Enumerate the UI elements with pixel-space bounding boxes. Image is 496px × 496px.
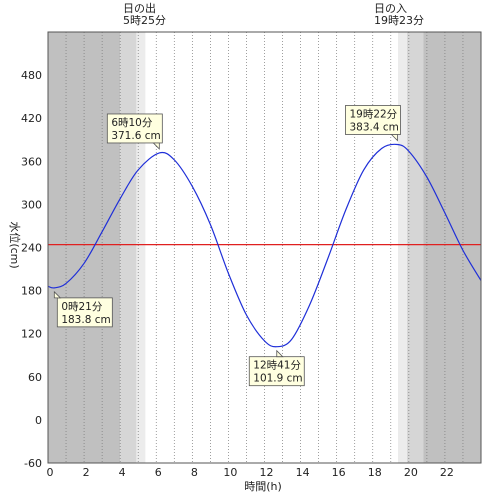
x-tick-label: 8: [191, 466, 198, 479]
callout-time: 6時10分: [111, 117, 153, 129]
twilight-band-morning-light: [136, 32, 146, 463]
y-tick-label: 360: [21, 155, 42, 168]
callout-pointer: [152, 142, 160, 150]
y-tick-label: 120: [21, 328, 42, 341]
day-band: [145, 32, 399, 463]
sunrise-title: 日の出: [123, 1, 156, 15]
x-tick-label: 4: [119, 466, 126, 479]
background-shading: [48, 32, 481, 463]
x-tick-labels: 0 2 4 6 8 10 12 14 16 18 20 22: [47, 466, 454, 479]
y-tick-label: 240: [21, 242, 42, 255]
sunset-time: 19時23分: [374, 14, 424, 27]
tide-line: [47, 143, 482, 348]
x-tick-label: 0: [47, 466, 54, 479]
callout-box: [56, 297, 113, 328]
y-tick-label: 300: [21, 198, 42, 211]
sunset-title: 日の入: [374, 2, 407, 15]
x-tick-label: 22: [440, 466, 454, 479]
callout-box: [345, 105, 401, 135]
y-axis-label: 水位(cm): [8, 221, 22, 268]
x-tick-label: 20: [404, 466, 418, 479]
x-tick-label: 6: [155, 466, 162, 479]
callout-box: [106, 113, 163, 144]
callout-level: 371.6 cm: [111, 130, 160, 142]
night-band-morning: [48, 32, 121, 463]
series-group: [47, 143, 482, 348]
x-tick-label: 10: [223, 466, 237, 479]
x-tick-label: 14: [296, 466, 310, 479]
y-tick-labels: -60 0 60 120 180 240 300 360 420 480: [21, 69, 42, 470]
y-tick-label: 180: [21, 285, 42, 298]
y-tick-label: 480: [21, 69, 42, 82]
callout-level: 383.4 cm: [349, 121, 398, 133]
callout-level: 183.8 cm: [61, 314, 110, 326]
twilight-band-morning-dark: [120, 32, 137, 463]
callout-box: [248, 356, 305, 387]
callout-pointer: [390, 134, 398, 142]
y-tick-label: -60: [24, 457, 42, 470]
y-tick-label: 60: [28, 371, 42, 384]
callout-time: 0時21分: [61, 301, 103, 313]
callout-time: 19時22分: [349, 108, 397, 120]
y-tick-label: 0: [35, 414, 42, 427]
x-tick-label: 12: [260, 466, 274, 479]
x-tick-label: 16: [332, 466, 346, 479]
twilight-band-evening-dark: [407, 32, 424, 463]
callout-pointer: [276, 349, 284, 358]
night-band-evening: [423, 32, 481, 463]
x-tick-label: 18: [368, 466, 382, 479]
callout-level: 101.9 cm: [253, 373, 302, 385]
twilight-band-evening-light: [398, 32, 408, 463]
x-axis-label: 時間(h): [244, 480, 282, 493]
plot-frame: [47, 31, 482, 464]
callout-pointer: [53, 290, 62, 299]
callout-time: 12時41分: [253, 360, 301, 372]
x-tick-label: 2: [83, 466, 90, 479]
y-tick-label: 420: [21, 112, 42, 125]
sunrise-time: 5時25分: [123, 14, 166, 27]
